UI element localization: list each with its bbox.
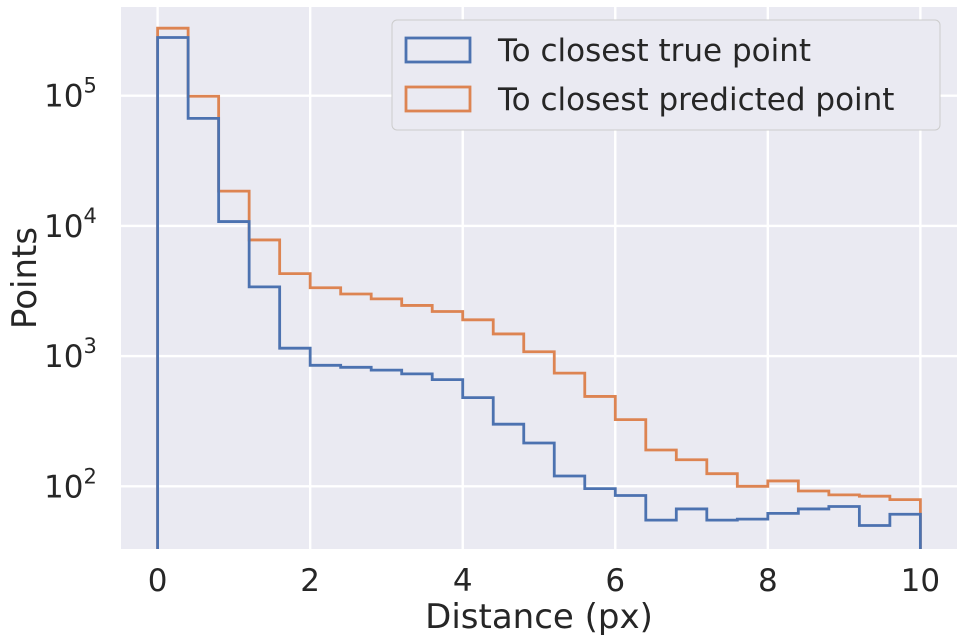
x-tick-label: 8 bbox=[758, 563, 778, 599]
series-line-predicted-point bbox=[156, 26, 922, 549]
series-line-true-point bbox=[156, 36, 922, 549]
x-tick-label: 0 bbox=[148, 563, 168, 599]
y-tick-label: 105 bbox=[44, 74, 97, 115]
y-tick-label: 102 bbox=[44, 464, 97, 505]
histogram-series bbox=[156, 26, 922, 549]
legend-swatch bbox=[404, 85, 472, 113]
legend-label: To closest true point bbox=[497, 33, 811, 69]
legend-label: To closest predicted point bbox=[497, 82, 894, 118]
x-tick-label: 6 bbox=[605, 563, 625, 599]
x-axis-label: Distance (px) bbox=[425, 597, 653, 637]
x-tick-label: 10 bbox=[901, 563, 940, 599]
x-axis-ticks: 0 2 4 6 8 10 bbox=[148, 563, 940, 599]
legend: To closest true point To closest predicte… bbox=[391, 19, 941, 131]
y-tick-label: 103 bbox=[44, 334, 97, 375]
legend-swatch bbox=[404, 36, 472, 64]
y-axis-label: Points bbox=[5, 227, 45, 329]
legend-frame bbox=[391, 19, 941, 131]
x-tick-label: 2 bbox=[300, 563, 320, 599]
y-tick-label: 104 bbox=[44, 204, 97, 245]
y-axis-ticks: 102 103 104 105 bbox=[44, 74, 97, 506]
x-tick-label: 4 bbox=[453, 563, 473, 599]
